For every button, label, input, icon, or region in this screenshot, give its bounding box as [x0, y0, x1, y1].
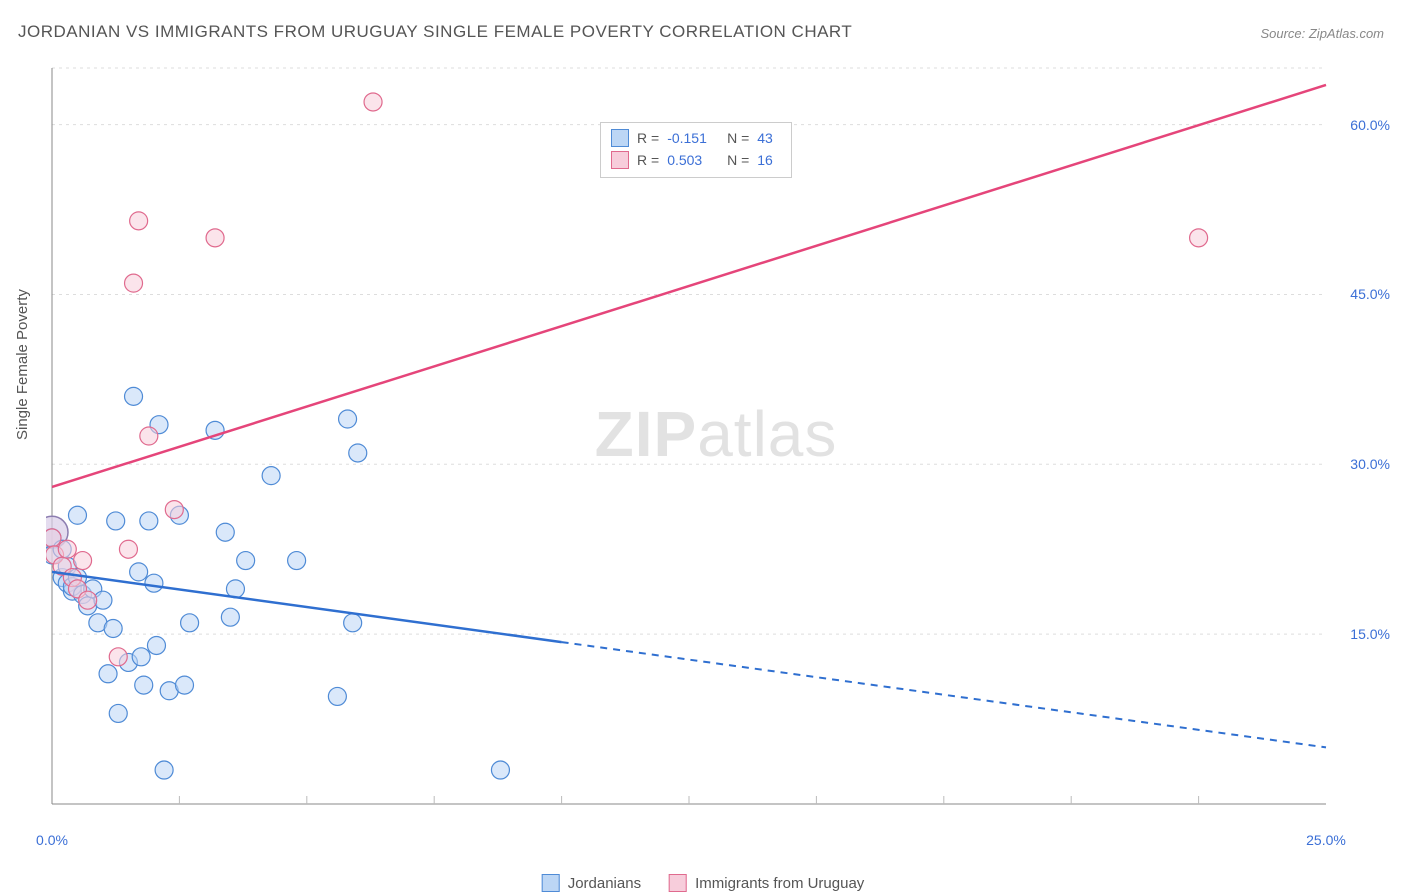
legend-swatch	[669, 874, 687, 892]
stat-legend: R = -0.151 N = 43R = 0.503 N = 16	[600, 122, 792, 178]
x-tick-label: 0.0%	[36, 832, 68, 848]
stat-r-value: 0.503	[667, 149, 715, 171]
plot-area: ZIPatlas R = -0.151 N = 43R = 0.503 N = …	[46, 60, 1386, 840]
stat-legend-row: R = 0.503 N = 16	[611, 149, 781, 171]
source-label: Source: ZipAtlas.com	[1260, 26, 1384, 41]
stat-r-label: R =	[637, 149, 659, 171]
stat-n-value: 43	[757, 127, 781, 149]
stat-r-value: -0.151	[667, 127, 715, 149]
bottom-legend-item: Jordanians	[542, 874, 641, 892]
y-tick-label: 60.0%	[1350, 117, 1390, 133]
stat-n-label: N =	[723, 127, 749, 149]
y-tick-label: 45.0%	[1350, 286, 1390, 302]
stat-r-label: R =	[637, 127, 659, 149]
legend-label: Immigrants from Uruguay	[695, 875, 864, 892]
legend-label: Jordanians	[568, 875, 641, 892]
stat-legend-row: R = -0.151 N = 43	[611, 127, 781, 149]
y-tick-label: 30.0%	[1350, 456, 1390, 472]
bottom-legend: Jordanians Immigrants from Uruguay	[542, 874, 865, 892]
y-tick-label: 15.0%	[1350, 626, 1390, 642]
legend-swatch	[611, 151, 629, 169]
chart-title: JORDANIAN VS IMMIGRANTS FROM URUGUAY SIN…	[18, 22, 852, 42]
stat-n-label: N =	[723, 149, 749, 171]
x-tick-label: 25.0%	[1306, 832, 1346, 848]
legend-swatch	[542, 874, 560, 892]
stat-n-value: 16	[757, 149, 781, 171]
y-axis-label: Single Female Poverty	[14, 289, 31, 440]
legend-swatch	[611, 129, 629, 147]
bottom-legend-item: Immigrants from Uruguay	[669, 874, 864, 892]
